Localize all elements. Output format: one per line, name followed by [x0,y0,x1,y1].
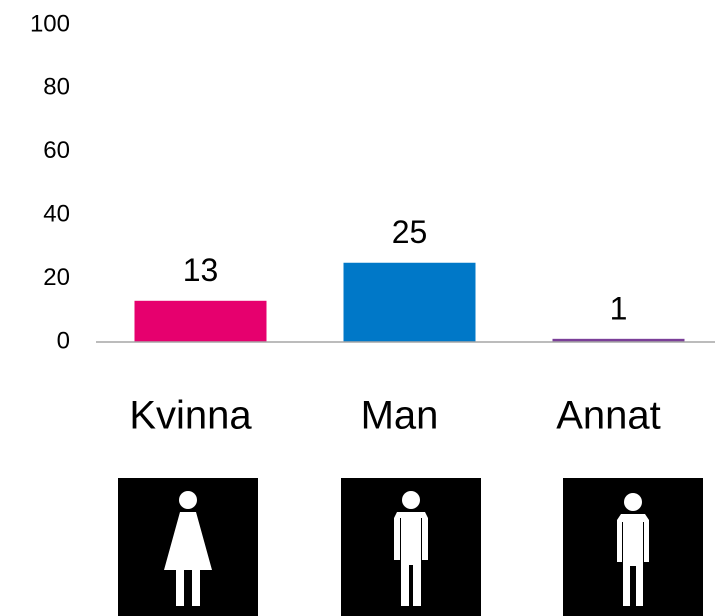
data-label: 25 [392,214,428,250]
icons [118,478,703,616]
y-tick-label: 60 [43,137,70,164]
data-label: 13 [183,252,219,288]
bar [552,338,685,342]
y-tick-label: 0 [57,327,70,354]
other-icon [617,493,649,606]
x-tick-label: Annat [556,394,661,438]
x-tick-label: Kvinna [129,394,252,438]
y-tick-label: 80 [43,74,70,101]
female-icon [164,491,212,606]
x-tick-label: Man [361,394,439,438]
y-tick-label: 100 [30,10,70,37]
bar [134,300,267,342]
y-tick-label: 20 [43,264,70,291]
data-label: 1 [610,290,628,326]
male-icon [394,491,428,606]
bar [343,262,476,342]
y-tick-label: 40 [43,201,70,228]
